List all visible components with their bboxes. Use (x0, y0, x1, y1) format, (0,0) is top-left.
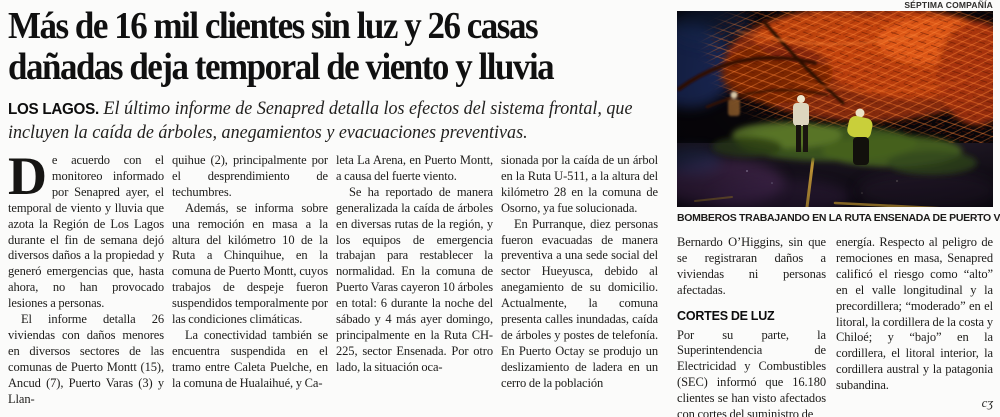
article-headline: Más de 16 mil clientes sin luz y 26 casa… (8, 6, 601, 88)
headline-line-1: Más de 16 mil clientes sin luz y 26 casa… (8, 5, 539, 47)
photo-vignette (677, 11, 993, 207)
paragraph: El informe detalla 26 viviendas con daño… (8, 312, 164, 406)
article-end-mark: cʒ (981, 395, 993, 410)
deck-text: El último informe de Senapred detalla lo… (8, 98, 633, 143)
paragraph: Además, se informa sobre una remoción en… (172, 200, 328, 327)
headline-line-2: dañadas deja temporal de viento y lluvia (8, 46, 555, 88)
night-storm-photo-illustration (677, 11, 993, 207)
body-column-2: quihue (2), principalmente por el despre… (172, 153, 328, 392)
section-kicker: LOS LAGOS. (8, 101, 99, 118)
body-column-3: leta La Arena, en Puerto Montt, a causa … (336, 153, 493, 376)
body-column-4: sionada por la caída de un árbol en la R… (501, 153, 658, 392)
paragraph: energía. Respecto al peligro de remocion… (836, 235, 993, 393)
body-column-6: energía. Respecto al peligro de remocion… (836, 235, 993, 410)
article-deck: LOS LAGOS. El último informe de Senapred… (8, 97, 681, 144)
body-column-5: Bernardo O’Higgins, sin que se registrar… (677, 235, 826, 417)
section-subhead: CORTES DE LUZ (677, 308, 775, 323)
photo-caption: BOMBEROS TRABAJANDO EN LA RUTA ENSENADA … (677, 212, 1000, 224)
drop-cap: D (8, 146, 47, 206)
paragraph: Bernardo O’Higgins, sin que se registrar… (677, 235, 826, 297)
paragraph: sionada por la caída de un árbol en la R… (501, 153, 658, 215)
paragraph: leta La Arena, en Puerto Montt, a causa … (336, 153, 493, 183)
article-photo (677, 11, 993, 207)
paragraph-text: e acuerdo con el monitoreo informado por… (8, 153, 164, 311)
paragraph: En Purranque, diez personas fueron evacu… (501, 216, 658, 390)
paragraph: La conectividad también se encuentra sus… (172, 327, 328, 390)
photo-credit: SÉPTIMA COMPAÑÍA (904, 0, 993, 10)
paragraph: Por su parte, la Superintendencia de Ele… (677, 327, 826, 417)
paragraph: quihue (2), principalmente por el despre… (172, 153, 328, 199)
paragraph: Se ha reportado de manera generalizada l… (336, 184, 493, 374)
